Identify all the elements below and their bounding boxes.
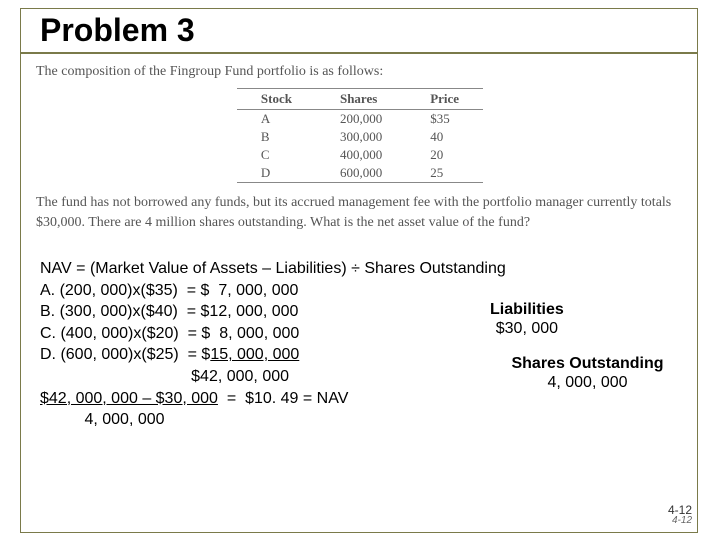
intro-text: The composition of the Fingroup Fund por…: [36, 64, 684, 80]
liabilities-label: Liabilities: [490, 300, 564, 319]
cell: 300,000: [316, 128, 406, 146]
page-title: Problem 3: [36, 12, 199, 49]
cell: 40: [406, 128, 483, 146]
cell: 200,000: [316, 110, 406, 129]
final-line-bottom: 4, 000, 000: [40, 409, 680, 431]
col-shares: Shares: [316, 89, 406, 110]
nav-formula: NAV = (Market Value of Assets – Liabilit…: [40, 258, 680, 280]
cell: 25: [406, 164, 483, 183]
cell: B: [237, 128, 316, 146]
col-price: Price: [406, 89, 483, 110]
col-stock: Stock: [237, 89, 316, 110]
calc-line: A. (200, 000)x($35) = $ 7, 000, 000: [40, 280, 680, 302]
cell: 20: [406, 146, 483, 164]
title-underline: [20, 52, 698, 54]
page-number: 4-12 4-12: [668, 504, 692, 526]
page-sub: 4-12: [668, 516, 692, 526]
liabilities-value: $30, 000: [490, 319, 564, 338]
solution-block: NAV = (Market Value of Assets – Liabilit…: [40, 258, 680, 431]
cell: 400,000: [316, 146, 406, 164]
problem-statement: The composition of the Fingroup Fund por…: [36, 64, 684, 232]
problem-desc: The fund has not borrowed any funds, but…: [36, 193, 684, 232]
shares-value: 4, 000, 000: [490, 373, 685, 392]
shares-box: Shares Outstanding 4, 000, 000: [490, 354, 685, 392]
shares-label: Shares Outstanding: [490, 354, 685, 373]
cell: $35: [406, 110, 483, 129]
cell: D: [237, 164, 316, 183]
cell: A: [237, 110, 316, 129]
portfolio-table: Stock Shares Price A 200,000 $35 B 300,0…: [237, 88, 483, 183]
cell: C: [237, 146, 316, 164]
cell: 600,000: [316, 164, 406, 183]
liabilities-box: Liabilities $30, 000: [490, 300, 564, 338]
calc-line: B. (300, 000)x($40) = $12, 000, 000: [40, 301, 680, 323]
calc-line: C. (400, 000)x($20) = $ 8, 000, 000: [40, 323, 680, 345]
